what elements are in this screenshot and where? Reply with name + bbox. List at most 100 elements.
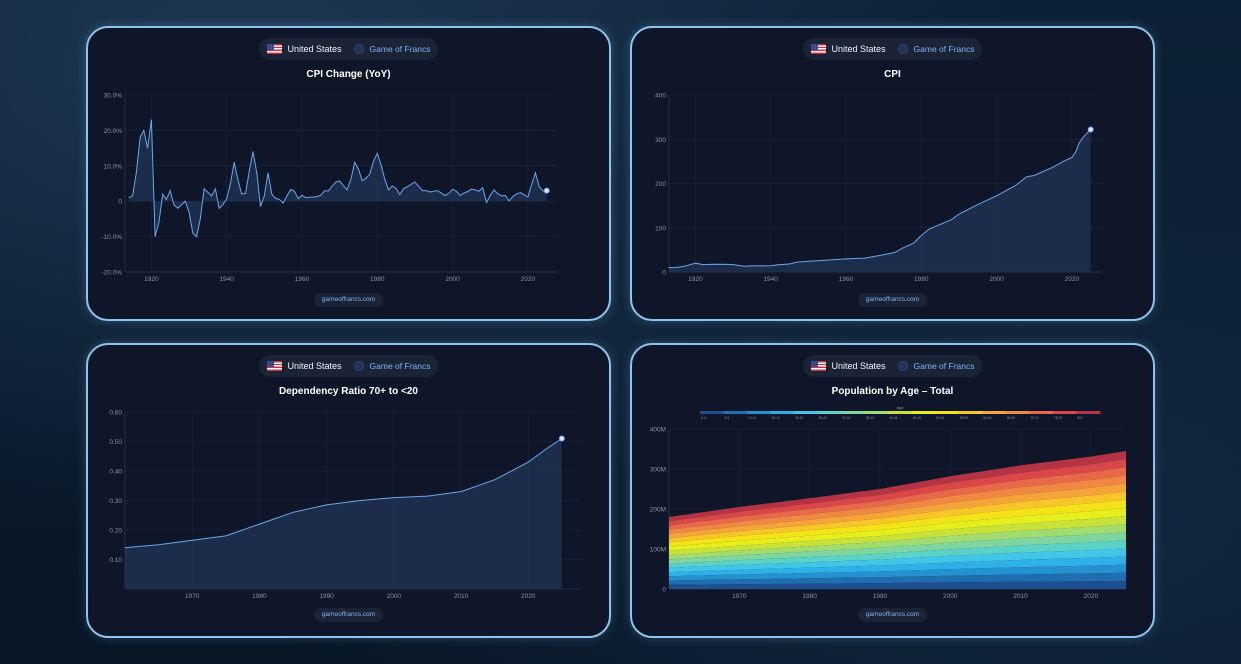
data-point: [158, 222, 160, 223]
data-point: [1079, 142, 1080, 143]
data-point: [177, 207, 179, 209]
data-point: [902, 247, 903, 249]
legend-label: 40-44: [889, 416, 897, 420]
footer-link[interactable]: gameoffrancs.com: [857, 293, 928, 307]
data-point: [301, 194, 303, 196]
y-tick-label: 0.10: [109, 557, 122, 564]
data-point: [346, 189, 348, 191]
legend-swatch-5-9: [723, 411, 748, 414]
data-point: [207, 191, 209, 193]
data-point: [166, 199, 167, 200]
brand-logo-icon: [353, 361, 364, 371]
cpi-change-chart: 30.0% 20.0% 10.0% 0 -10.0% -20.0% 1920 1940 1960…: [101, 93, 558, 283]
population-band-45-49: [669, 507, 1126, 551]
data-point: [694, 262, 696, 264]
brand-label[interactable]: Game of Francs: [913, 361, 975, 371]
data-point: [358, 168, 359, 170]
x-tick-label: 2020: [1084, 593, 1099, 600]
data-point: [326, 504, 328, 506]
brand-label[interactable]: Game of Francs: [913, 44, 975, 54]
legend-swatch-80+: [1076, 411, 1101, 414]
data-point: [158, 544, 160, 546]
y-tick-label: 200M: [650, 507, 666, 514]
data-point: [286, 195, 288, 197]
data-point: [459, 195, 461, 196]
y-tick-label: 20.0%: [104, 128, 123, 135]
data-point: [519, 192, 521, 194]
data-point: [913, 242, 915, 244]
legend-label: 55-59: [960, 416, 968, 420]
legend-swatch-45-49: [911, 411, 936, 414]
data-point: [864, 257, 866, 259]
x-tick-label: 1940: [219, 276, 234, 283]
data-point: [527, 461, 529, 463]
data-point: [331, 185, 333, 187]
data-point: [482, 187, 484, 189]
data-point: [928, 228, 930, 230]
data-point: [425, 190, 427, 191]
data-point: [433, 190, 435, 192]
data-point: [455, 190, 457, 192]
x-tick-label: 1990: [319, 593, 334, 600]
data-point: [494, 479, 496, 481]
y-tick-label: 0.20: [109, 528, 122, 535]
footer-link[interactable]: gameoffrancs.com: [313, 608, 384, 622]
legend-label: 50-54: [936, 416, 944, 420]
legend-title: Age: [896, 405, 904, 410]
legend-swatch-20-24: [794, 411, 819, 414]
country-label: United States: [287, 44, 342, 54]
country-label: United States: [831, 361, 886, 371]
data-point: [1063, 160, 1065, 162]
us-flag-icon: [266, 361, 282, 371]
x-tick-label: 1980: [370, 276, 385, 283]
data-point: [218, 207, 220, 209]
data-point: [181, 204, 182, 206]
data-point: [237, 179, 239, 181]
brand-logo-icon: [353, 44, 364, 54]
legend-swatch-25-29: [817, 411, 842, 414]
brand-label[interactable]: Game of Francs: [369, 44, 431, 54]
dependency-ratio-chart: 0.60 0.50 0.40 0.30 0.20 0.10 1970 1980 1990 2000…: [109, 410, 582, 600]
y-tick-label: 100: [655, 225, 666, 232]
data-point: [1015, 185, 1016, 186]
data-point: [282, 202, 284, 204]
legend-swatch-55-59: [958, 411, 983, 414]
y-tick-label: -20.0%: [101, 270, 122, 277]
population-band-40-44: [669, 515, 1126, 556]
population-band-30-34: [669, 532, 1126, 564]
population-band-0-4: [669, 580, 1126, 589]
data-point: [124, 547, 126, 549]
data-point: [342, 185, 344, 187]
data-point: [687, 264, 689, 266]
x-tick-label: 1960: [295, 276, 310, 283]
data-point: [135, 172, 137, 174]
data-point: [139, 137, 141, 138]
data-point: [414, 181, 416, 183]
footer-link[interactable]: gameoffrancs.com: [857, 608, 928, 622]
legend-label: 5-9: [725, 416, 730, 420]
data-point: [452, 188, 453, 190]
population-band-5-9: [669, 572, 1126, 585]
data-point: [327, 190, 329, 192]
legend-label: 10-14: [748, 416, 756, 420]
x-tick-label: 2020: [1065, 276, 1080, 283]
x-tick-label: 1940: [763, 276, 778, 283]
population-band-50-54: [669, 499, 1126, 547]
footer-link[interactable]: gameoffrancs.com: [313, 293, 384, 307]
data-point: [292, 511, 294, 513]
data-point: [395, 188, 397, 189]
data-point: [448, 193, 450, 194]
data-point: [256, 172, 258, 174]
data-point: [1052, 166, 1054, 168]
legend-label: 75-79: [1054, 416, 1062, 420]
x-tick-label: 2010: [1013, 593, 1028, 600]
data-point: [278, 199, 280, 200]
data-point: [376, 153, 378, 154]
legend-swatch-50-54: [935, 411, 960, 414]
data-point: [460, 491, 462, 493]
header-pill: United States Game of Francs: [802, 38, 983, 60]
legend-swatch-75-79: [1052, 411, 1077, 414]
data-point: [501, 195, 502, 197]
brand-label[interactable]: Game of Francs: [369, 361, 431, 371]
series-area: [669, 129, 1091, 272]
